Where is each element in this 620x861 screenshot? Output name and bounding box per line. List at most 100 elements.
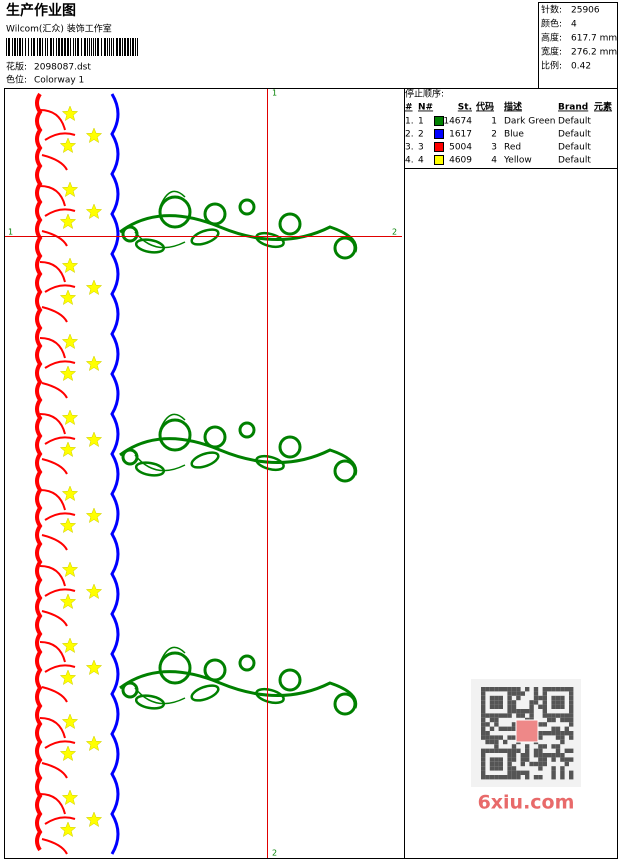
qr-cell <box>542 704 547 709</box>
qr-cell <box>498 761 503 767</box>
qr-cell <box>569 713 574 718</box>
qr-cell <box>481 770 486 775</box>
watermark: 6xiu.com <box>478 792 575 814</box>
row-index: 1. <box>405 117 414 127</box>
studio: Wilcom(汇众) 装饰工作室 <box>6 23 112 35</box>
bar-stripe <box>64 38 66 56</box>
table-title: 停止顺序: <box>405 88 444 100</box>
bar-stripe <box>122 38 123 56</box>
qr-cell <box>503 739 508 745</box>
qr-cell <box>560 735 565 740</box>
bar-stripe <box>93 38 94 56</box>
qr-cell <box>551 713 556 718</box>
qr-cell <box>538 775 543 780</box>
green-leaf <box>190 228 220 246</box>
row-description: Red <box>504 143 521 153</box>
green-leaf <box>134 461 166 477</box>
qr-cell <box>560 731 565 736</box>
qr-cell <box>542 744 547 749</box>
qr-cell <box>489 761 495 767</box>
qr-cell <box>489 775 495 780</box>
bar-stripe <box>42 38 43 56</box>
qr-cell <box>560 717 565 723</box>
mark-bottom: 2 <box>272 849 277 858</box>
qr-cell <box>516 775 521 780</box>
bar-stripe <box>25 38 26 56</box>
red-branch <box>39 185 76 247</box>
column-header: 描述 <box>504 101 522 113</box>
qr-cell <box>494 744 499 749</box>
row-code: 3 <box>491 143 497 153</box>
qr-cell <box>485 739 490 745</box>
qr-cell <box>489 704 495 709</box>
green-flower <box>238 654 256 672</box>
qr-cell <box>511 753 517 758</box>
qr-cell <box>481 695 486 701</box>
qr-cell <box>551 726 556 731</box>
red-branch <box>39 641 76 703</box>
qr-cell <box>533 753 539 758</box>
qr-cell <box>481 691 486 696</box>
qr-cell <box>494 700 499 705</box>
qr-cell <box>507 726 512 731</box>
bar-stripe <box>91 38 92 56</box>
green-flower <box>121 681 139 699</box>
qr-cell <box>542 695 547 701</box>
yellow-star <box>59 441 77 458</box>
qr-cell <box>498 735 503 740</box>
bar-stripe <box>95 38 96 56</box>
qr-cell <box>555 700 561 705</box>
bar-stripe <box>127 38 129 56</box>
row-brand: Default <box>558 130 591 140</box>
red-branch <box>39 565 76 627</box>
qr-cell <box>542 687 547 692</box>
qr-cell <box>542 713 547 718</box>
qr-cell <box>520 761 525 767</box>
swatch <box>434 116 444 126</box>
qr-cell <box>525 753 530 758</box>
qr-cell <box>494 735 499 740</box>
qr-cell <box>555 748 561 753</box>
bar-stripe <box>87 38 88 56</box>
frame <box>4 88 618 859</box>
qr-cell <box>551 704 556 709</box>
qr-cell <box>525 744 530 749</box>
qr-cell <box>507 757 512 762</box>
barcode <box>6 38 138 56</box>
bar-stripe <box>37 38 38 56</box>
yellow-star <box>85 735 103 752</box>
qr-cell <box>511 700 517 705</box>
qr-cell <box>551 757 556 762</box>
qr-cell <box>520 770 525 775</box>
yellow-star <box>61 561 79 578</box>
red-branch <box>39 413 76 475</box>
yellow-star <box>61 333 79 350</box>
qr-cell <box>481 748 486 753</box>
qr-cell <box>555 731 561 736</box>
qr-cell <box>516 713 521 718</box>
green-flower <box>121 225 139 243</box>
bar-stripe <box>135 38 136 56</box>
green-leaf <box>190 684 220 702</box>
qr-cell <box>529 761 534 767</box>
qr-cell <box>498 757 503 762</box>
bar-stripe <box>33 38 35 56</box>
row-needle: 1 <box>418 117 424 127</box>
row-description: Dark Green <box>504 117 555 127</box>
column-header: St. <box>458 103 472 113</box>
yellow-star <box>61 105 79 122</box>
qr-cell <box>569 775 574 780</box>
row-description: Yellow <box>503 156 532 166</box>
qr-cell <box>560 766 565 771</box>
mark-top: 1 <box>272 89 277 98</box>
qr-cell <box>560 704 565 709</box>
green-flower <box>238 421 256 439</box>
green-flower <box>158 418 192 452</box>
qr-cell <box>481 687 486 692</box>
swatch <box>434 142 444 152</box>
qr-cell <box>525 770 530 775</box>
qr-cell <box>555 726 561 731</box>
qr-cell <box>516 770 521 775</box>
qr-cell <box>511 766 517 771</box>
